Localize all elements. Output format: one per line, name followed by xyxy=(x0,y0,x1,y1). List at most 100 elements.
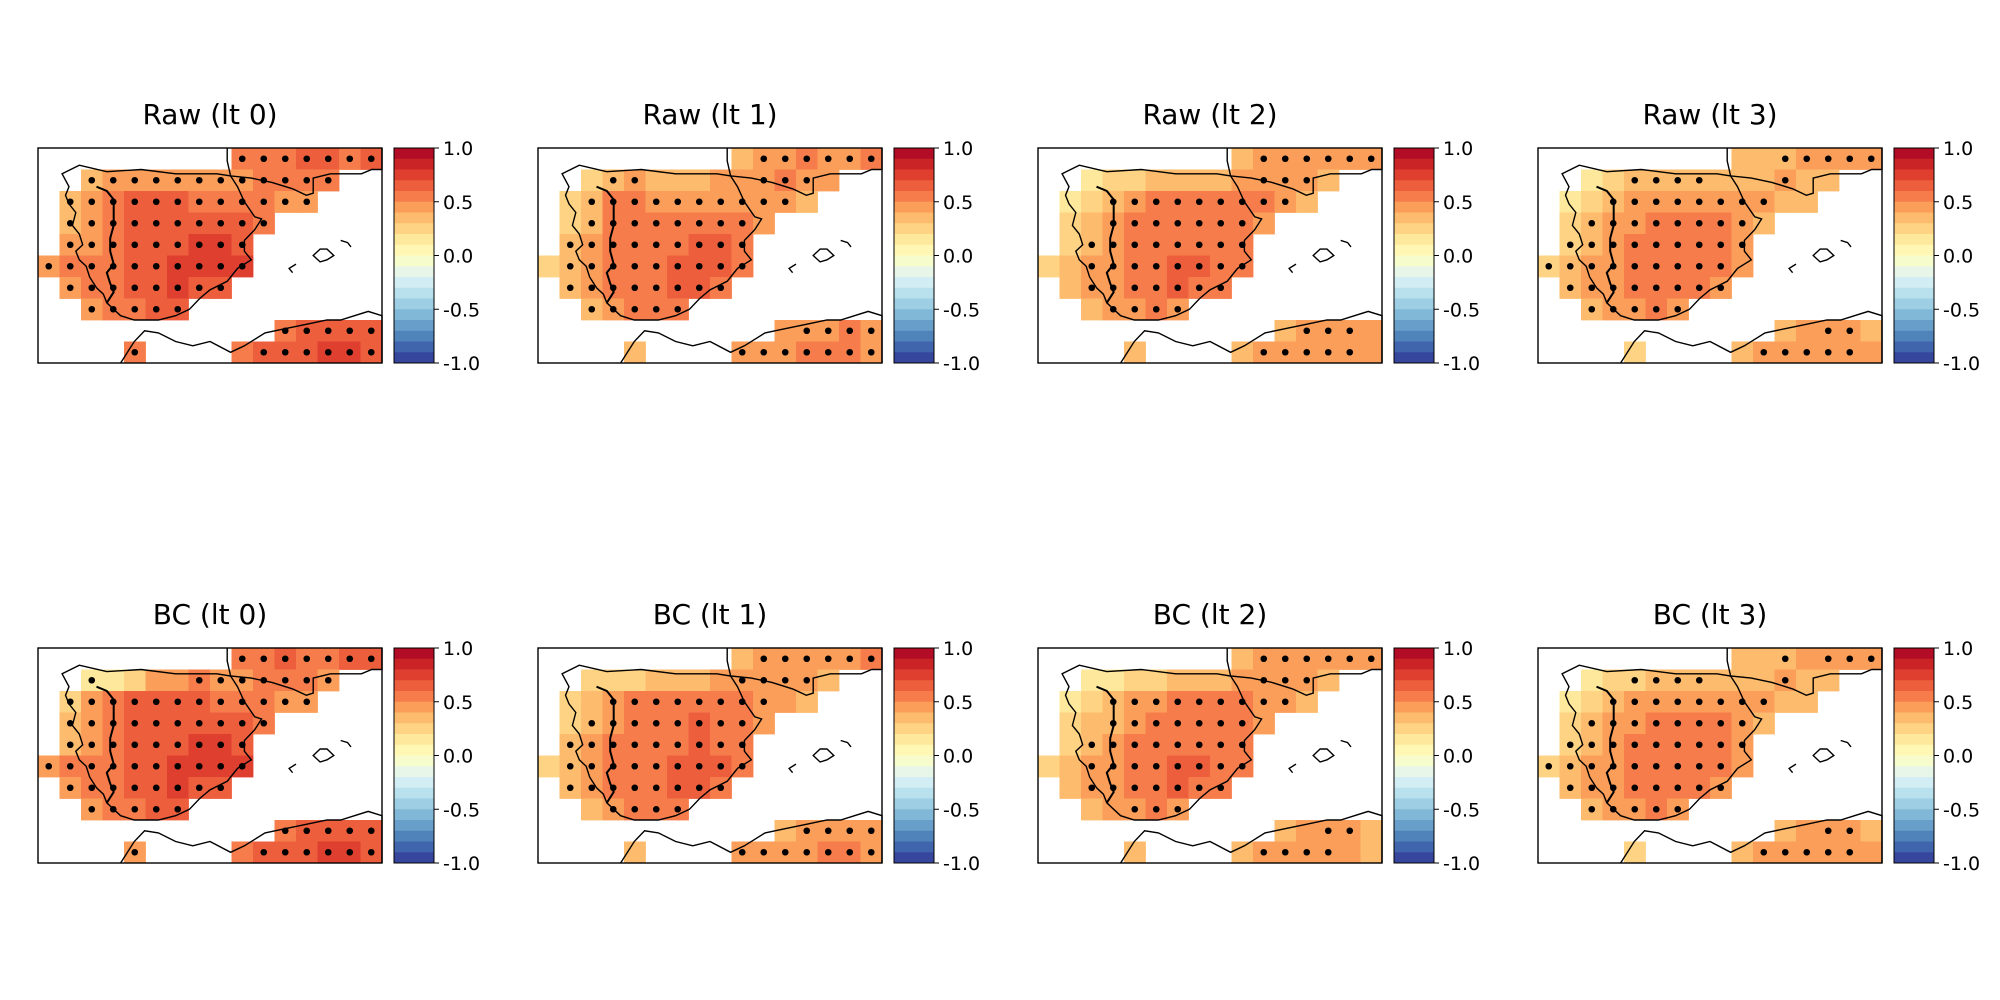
coastline-sardinia xyxy=(312,748,335,763)
significance-dots xyxy=(1088,155,1375,356)
colorbar-tick-label: 1.0 xyxy=(1443,638,1473,660)
colorbar-tick-label: -0.5 xyxy=(1443,799,1480,821)
significance-dot xyxy=(1674,784,1682,792)
significance-dot xyxy=(88,676,96,684)
grid-cell xyxy=(1081,191,1103,213)
significance-dot xyxy=(66,698,74,706)
significance-dot xyxy=(217,762,225,770)
significance-dot xyxy=(109,262,117,270)
colorbar-step xyxy=(1894,766,1934,778)
coastline-france xyxy=(726,148,883,197)
significance-dot xyxy=(1088,762,1096,770)
colorbar-step xyxy=(1894,191,1934,203)
colorbar-step xyxy=(894,723,934,735)
colorbar-step xyxy=(1394,798,1434,810)
significance-dot xyxy=(1695,219,1703,227)
significance-dot xyxy=(1588,784,1596,792)
grid-cell xyxy=(1860,841,1883,864)
significance-dot xyxy=(281,655,289,663)
colorbar-step xyxy=(894,648,934,660)
significance-dot xyxy=(1846,327,1854,335)
significance-dot xyxy=(717,198,725,206)
grid-cell xyxy=(1817,669,1840,692)
significance-dot xyxy=(1324,348,1332,356)
significance-dots xyxy=(1545,155,1875,356)
significance-dot xyxy=(1609,262,1617,270)
colorbar-step xyxy=(1394,341,1434,353)
colorbar-step xyxy=(1394,723,1434,735)
significance-dot xyxy=(1260,348,1268,356)
significance-dot xyxy=(1131,262,1139,270)
significance-dot xyxy=(1717,719,1725,727)
colorbar-step xyxy=(1394,852,1434,864)
colorbar-step xyxy=(1894,298,1934,310)
colorbar-step xyxy=(1894,648,1934,660)
significance-dot xyxy=(1195,784,1203,792)
significance-dot xyxy=(1846,655,1854,663)
significance-dot xyxy=(1631,784,1639,792)
significance-dot xyxy=(1195,698,1203,706)
significance-dot xyxy=(303,848,311,856)
significance-dot xyxy=(281,198,289,206)
significance-dot xyxy=(346,155,354,163)
significance-dot xyxy=(1631,741,1639,749)
significance-dot xyxy=(1217,762,1225,770)
significance-dot xyxy=(1109,262,1117,270)
significance-dot xyxy=(88,262,96,270)
colorbar-step xyxy=(894,320,934,332)
grid-cell xyxy=(1253,212,1275,235)
colorbar-step xyxy=(894,680,934,692)
grid-cell xyxy=(581,169,603,192)
grid-cell xyxy=(1360,820,1383,842)
grid-cell xyxy=(1774,820,1797,842)
colorbar-step xyxy=(894,341,934,353)
significance-dot xyxy=(566,741,574,749)
colorbar-step xyxy=(894,798,934,810)
significance-dot xyxy=(346,827,354,835)
colorbar-step xyxy=(1894,255,1934,267)
significance-dot xyxy=(588,219,596,227)
significance-dot xyxy=(1652,762,1660,770)
significance-dot xyxy=(281,698,289,706)
colorbar-tick-label: 0.0 xyxy=(1443,746,1473,768)
significance-dot xyxy=(1760,698,1768,706)
significance-dot xyxy=(1631,676,1639,684)
colorbar-step xyxy=(1894,148,1934,160)
significance-dot xyxy=(674,219,682,227)
significance-dot xyxy=(1545,262,1553,270)
grid-cell xyxy=(624,669,646,692)
significance-dot xyxy=(674,784,682,792)
colorbar-step xyxy=(1394,330,1434,342)
significance-dot xyxy=(1695,698,1703,706)
significance-dot xyxy=(1588,719,1596,727)
significance-dot xyxy=(238,698,246,706)
significance-dot xyxy=(1717,241,1725,249)
significance-dot xyxy=(867,327,875,335)
grid-cell xyxy=(1167,669,1189,692)
significance-dot xyxy=(1217,262,1225,270)
significance-dot xyxy=(695,284,703,292)
grid-cell xyxy=(731,148,754,170)
significance-dot xyxy=(109,241,117,249)
significance-dot xyxy=(109,805,117,813)
grid-cell xyxy=(559,691,582,713)
significance-dot xyxy=(781,848,789,856)
grid-cell xyxy=(145,669,168,692)
significance-dot xyxy=(695,241,703,249)
grid-cell xyxy=(1102,169,1125,192)
grid-cell xyxy=(1124,169,1146,192)
significance-dot xyxy=(1281,176,1289,184)
significance-dot xyxy=(1131,762,1139,770)
colorbar-step xyxy=(394,244,434,256)
significance-dot xyxy=(1174,305,1182,313)
significance-dot xyxy=(760,676,768,684)
significance-dot xyxy=(66,262,74,270)
colorbar-tick-label: 0.0 xyxy=(1443,246,1473,268)
significance-dot xyxy=(1281,848,1289,856)
significance-dot xyxy=(1674,284,1682,292)
colorbar-step xyxy=(1394,744,1434,756)
significance-dot xyxy=(1152,241,1160,249)
significance-dot xyxy=(609,741,617,749)
coastline-africa xyxy=(1620,810,1883,864)
significance-dot xyxy=(1781,348,1789,356)
